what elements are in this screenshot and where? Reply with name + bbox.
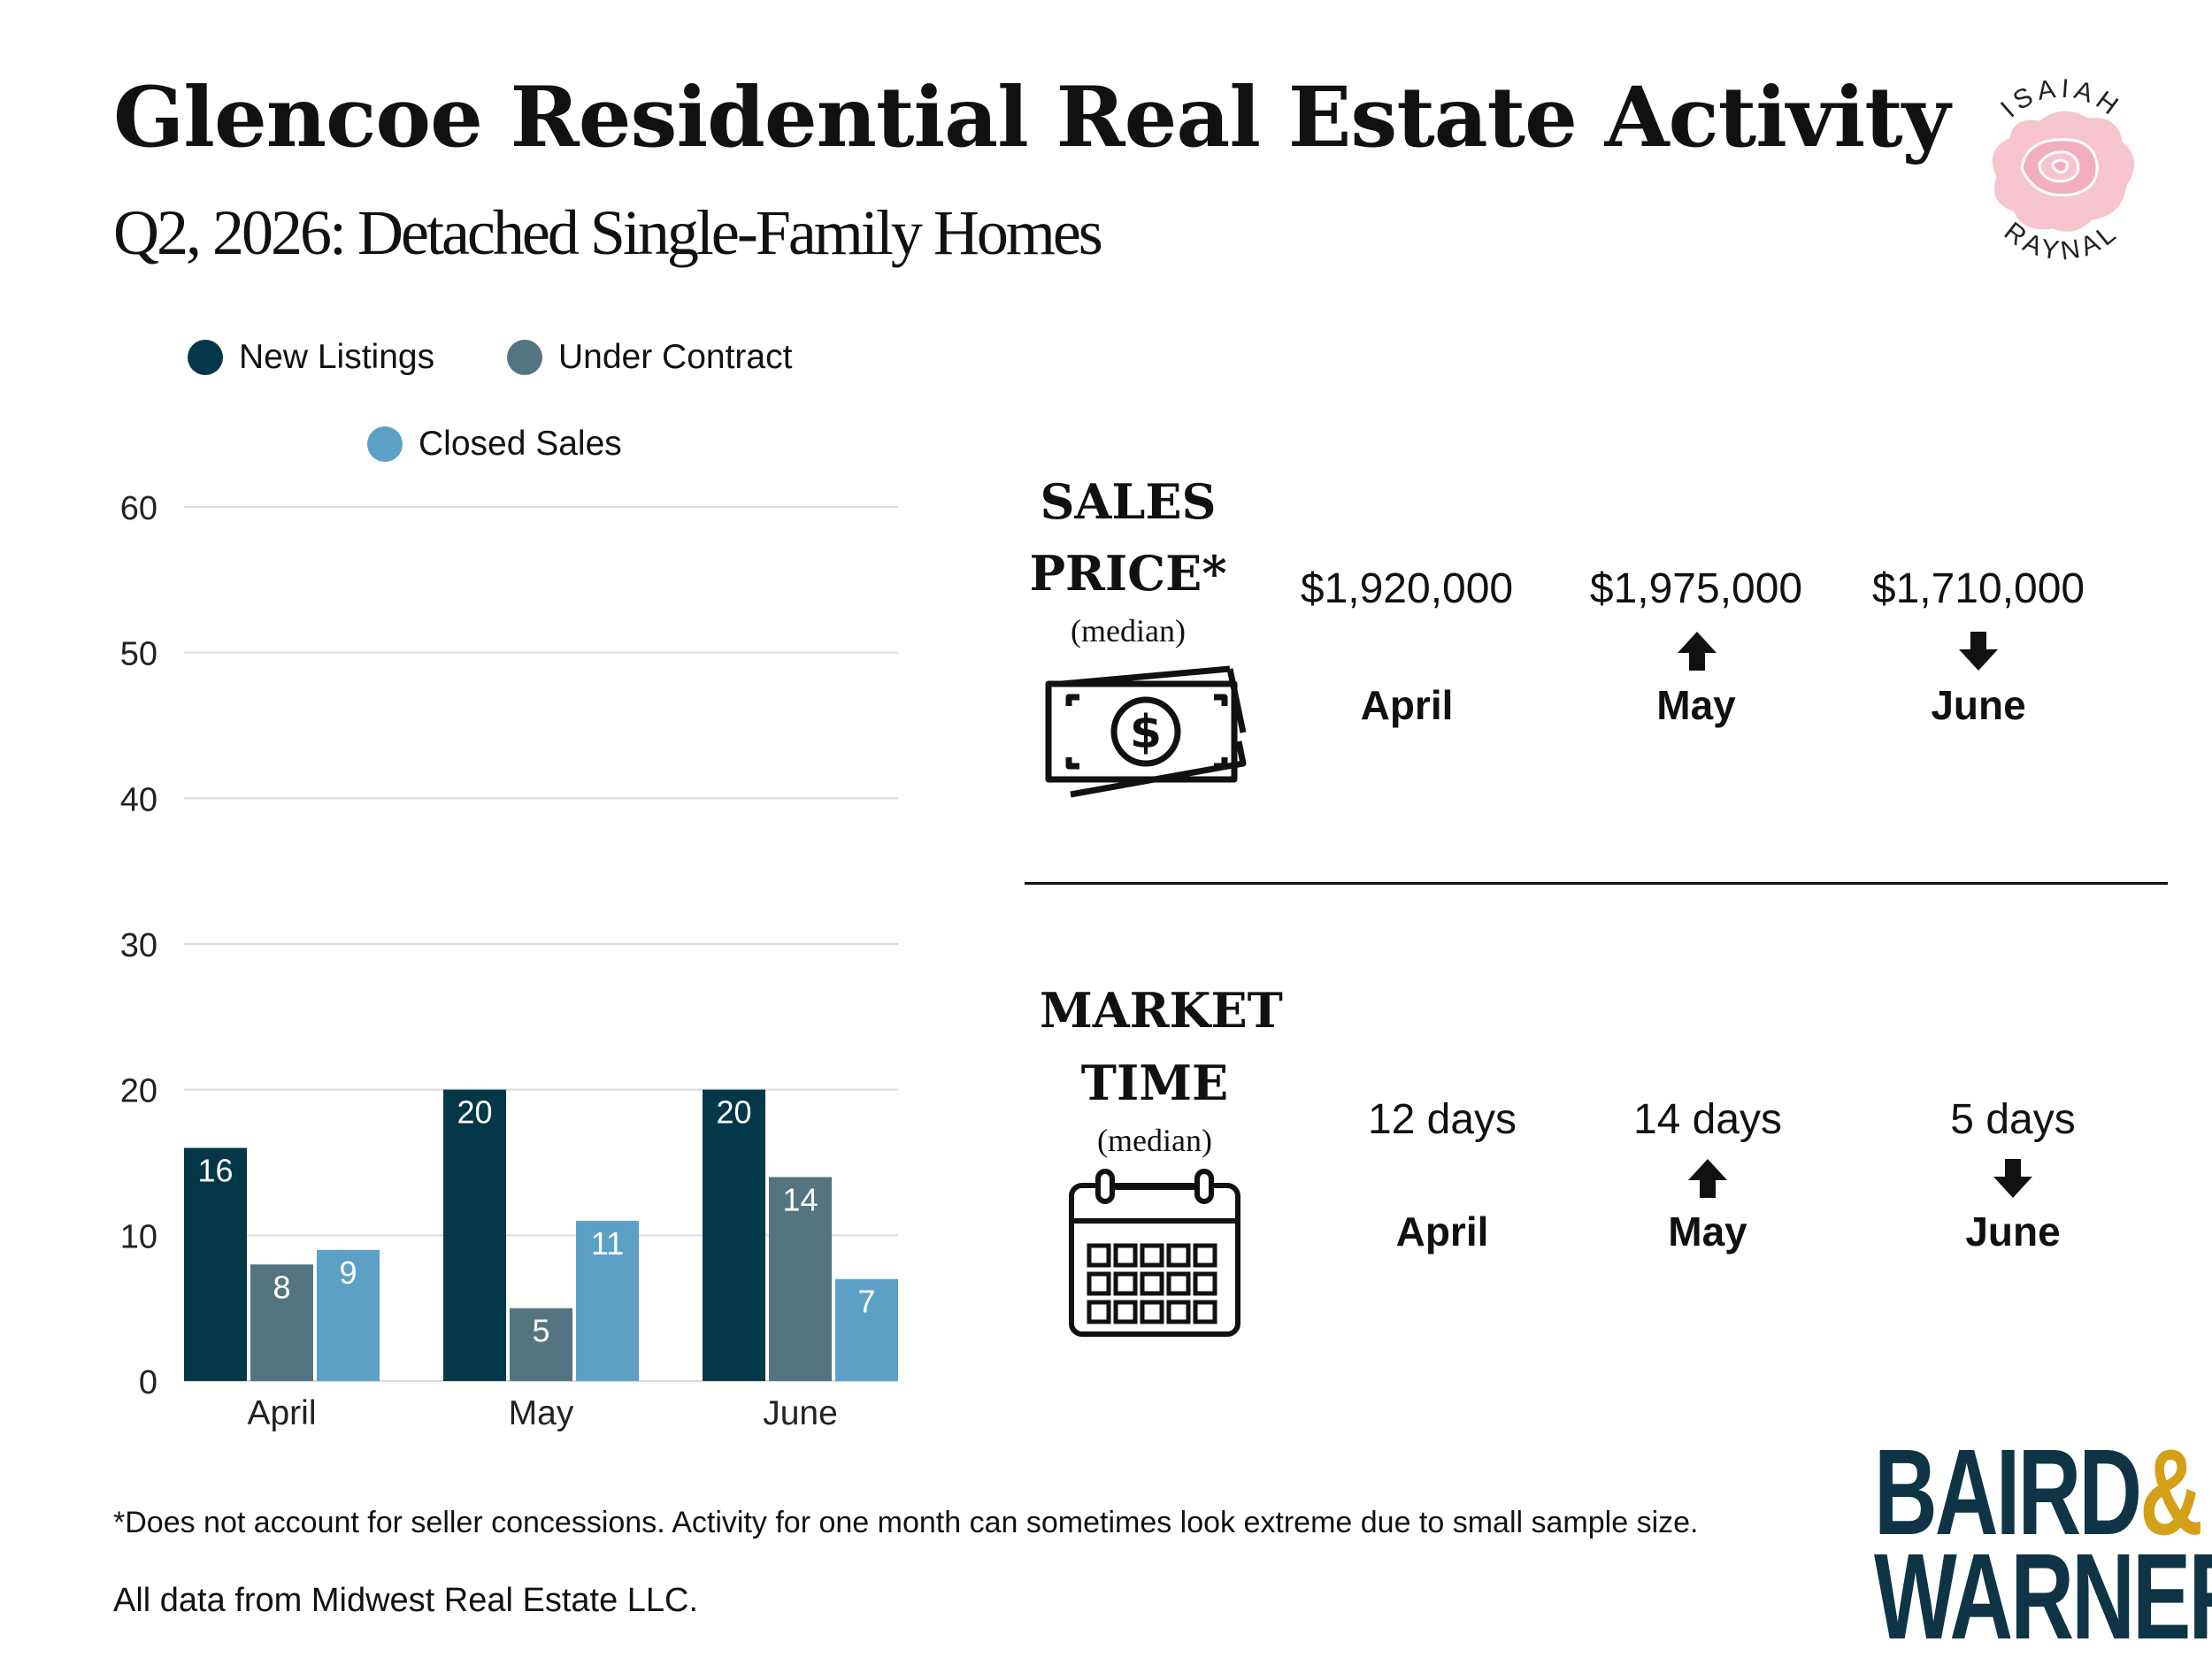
bar-data-label: 11: [591, 1225, 624, 1262]
logo-ampersand: &: [2139, 1424, 2203, 1561]
rose-icon: [1989, 108, 2138, 234]
arrow-up-icon: [1688, 1159, 1727, 1198]
legend-item-new-listings: New Listings: [188, 338, 434, 377]
y-tick-label: 50: [120, 636, 157, 673]
market-time-note: (median): [1097, 1123, 1212, 1158]
bar-under-contract-may: [510, 1308, 572, 1381]
market-time-value-june: 5 days: [1950, 1096, 2076, 1143]
chart-bars: 16 8 9 20 5 11 20 14 7: [184, 1089, 898, 1381]
bar-data-label: 7: [857, 1284, 875, 1320]
bar-under-contract-june: [769, 1177, 832, 1381]
sales-price-month-may: May: [1656, 682, 1736, 728]
agent-logo: ISAIAH RAYNAL: [1989, 73, 2138, 266]
bar-data-label: 9: [339, 1255, 357, 1291]
legend-label: Under Contract: [558, 338, 793, 376]
bar-data-label: 14: [782, 1181, 818, 1217]
data-source: All data from Midwest Real Estate LLC.: [113, 1582, 699, 1619]
market-time-title-line1: MARKET: [1040, 982, 1283, 1039]
sales-price-title-line2: PRICE*: [1029, 545, 1227, 602]
bar-new-listings-june: [703, 1089, 765, 1381]
x-tick-label: June: [763, 1394, 838, 1432]
arrow-up-icon: [1678, 632, 1717, 671]
market-time-month-april: April: [1395, 1208, 1489, 1255]
sales-price-value-april: $1,920,000: [1300, 565, 1514, 612]
bar-under-contract-april: [250, 1264, 313, 1381]
bar-data-label: 8: [273, 1269, 290, 1305]
svg-text:$: $: [1130, 706, 1162, 759]
footnote: *Does not account for seller concessions…: [113, 1506, 1699, 1539]
market-time-month-june: June: [1965, 1208, 2061, 1255]
logo-line1: BAIRD: [1874, 1424, 2142, 1561]
legend-swatch: [367, 426, 403, 462]
legend-swatch: [188, 340, 223, 375]
legend-label: New Listings: [239, 338, 435, 376]
y-tick-label: 10: [120, 1218, 157, 1255]
arrow-down-icon: [1959, 632, 1998, 671]
sales-price-title-line1: SALES: [1040, 473, 1217, 530]
sales-price-note: (median): [1071, 613, 1186, 648]
baird-warner-logo: BAIRD& WARNER: [1874, 1431, 2212, 1665]
market-time-value-april: 12 days: [1367, 1096, 1517, 1143]
page-subtitle: Q2, 2026: Detached Single-Family Homes: [113, 197, 1103, 268]
x-tick-label: April: [247, 1394, 316, 1432]
bar-chart: 0 10 20 30 40 50 60 16 8 9 20 5 11 20 14 7 April May Jun…: [120, 490, 898, 1432]
money-bill-icon: $: [1045, 665, 1247, 798]
section-divider: [1025, 882, 2168, 885]
x-tick-label: May: [509, 1394, 574, 1432]
legend-item-under-contract: Under Contract: [507, 338, 792, 377]
y-tick-label: 0: [139, 1364, 157, 1401]
calendar-icon: [1069, 1169, 1240, 1337]
bar-new-listings-may: [443, 1089, 506, 1381]
bar-data-label: 20: [716, 1094, 751, 1131]
logo-line2: WARNER: [1874, 1529, 2212, 1665]
market-time-title-line2: TIME: [1080, 1055, 1229, 1111]
bar-closed-sales-april: [317, 1249, 380, 1381]
y-tick-label: 60: [120, 490, 157, 527]
sales-price-month-april: April: [1360, 682, 1454, 728]
market-time-value-may: 14 days: [1632, 1096, 1783, 1143]
market-time-month-may: May: [1668, 1208, 1747, 1255]
page-title: Glencoe Residential Real Estate Activity: [113, 69, 1950, 166]
sales-price-value-june: $1,710,000: [1871, 565, 2085, 612]
sales-price-value-may: $1,975,000: [1589, 565, 1803, 612]
sales-price-month-june: June: [1931, 682, 2026, 728]
bar-closed-sales-may: [576, 1220, 639, 1381]
y-tick-label: 20: [120, 1073, 157, 1110]
legend-label: Closed Sales: [419, 425, 622, 463]
bar-data-label: 16: [197, 1153, 233, 1189]
y-tick-label: 40: [120, 781, 157, 818]
bar-new-listings-april: [184, 1147, 247, 1381]
x-axis-ticks: April May June: [247, 1394, 837, 1432]
y-tick-label: 30: [120, 927, 157, 964]
legend-item-closed-sales: Closed Sales: [367, 425, 622, 464]
legend-swatch: [507, 340, 542, 375]
y-axis-ticks: 0 10 20 30 40 50 60: [120, 490, 157, 1401]
bar-closed-sales-june: [835, 1278, 898, 1381]
bar-data-label: 20: [457, 1094, 492, 1131]
arrow-down-icon: [1993, 1159, 2032, 1198]
bar-data-label: 5: [532, 1313, 549, 1349]
